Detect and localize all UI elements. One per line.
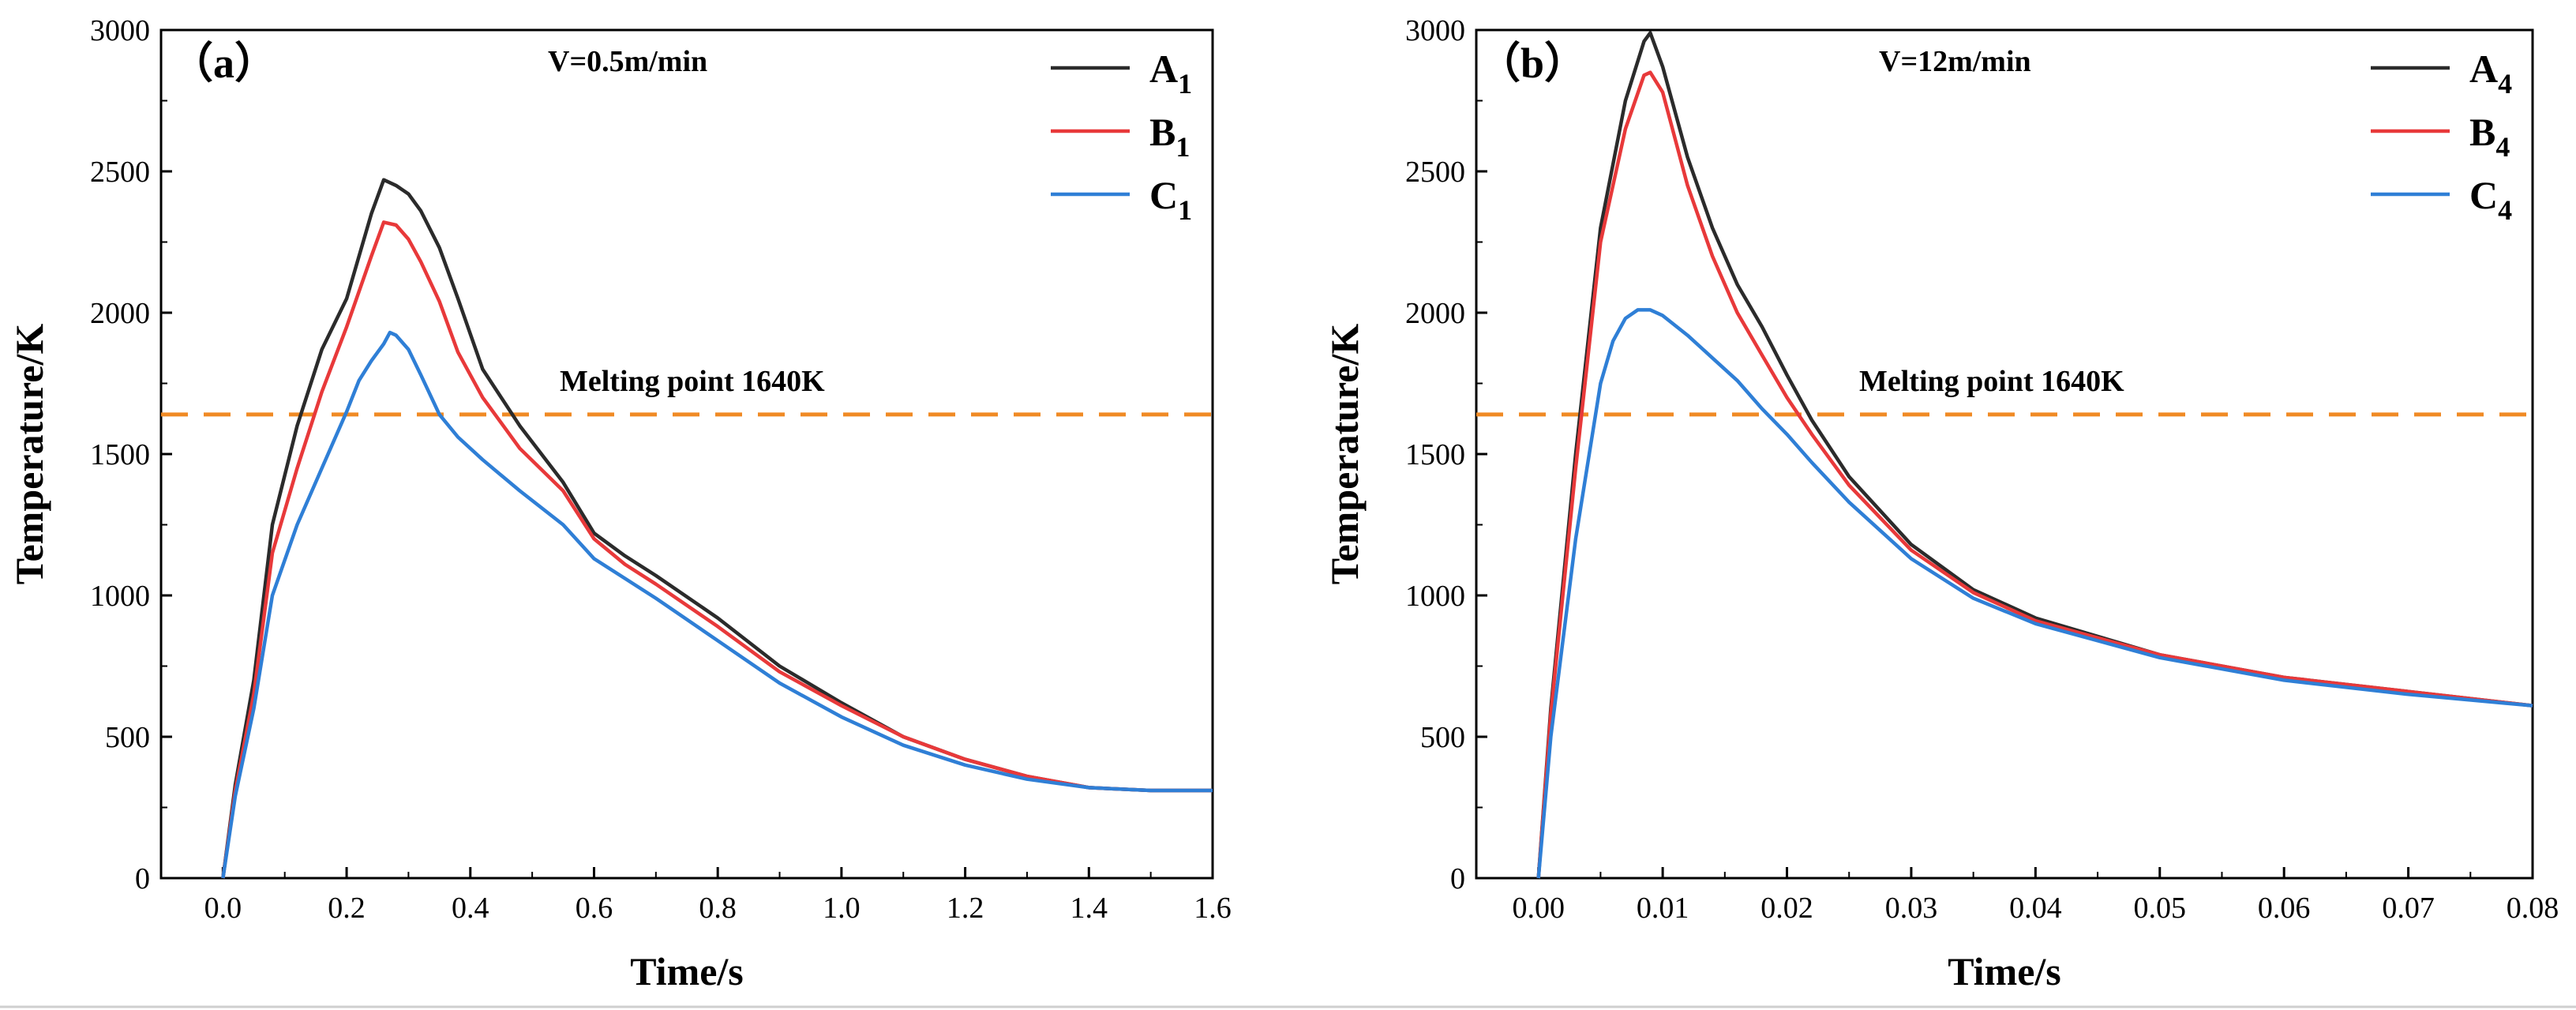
- melting-point-label: Melting point 1640K: [560, 365, 825, 398]
- x-tick-label: 0.05: [2134, 892, 2187, 925]
- y-axis-title: Temperature/K: [7, 324, 51, 585]
- x-tick-label: 0.08: [2507, 892, 2559, 925]
- series-line-a1: [221, 178, 1213, 879]
- legend-name: B: [2469, 110, 2495, 154]
- legend-entry: B4: [2469, 110, 2510, 163]
- legend-subscript: 1: [1176, 131, 1190, 163]
- y-tick-label: 0: [135, 862, 150, 895]
- y-tick-label: 1500: [90, 438, 150, 471]
- series-line-a4: [1536, 31, 2533, 879]
- x-tick-label: 1.2: [947, 892, 984, 925]
- legend-subscript: 1: [1178, 68, 1192, 99]
- x-tick-label: 1.6: [1194, 892, 1232, 925]
- x-tick-label: 0.4: [452, 892, 489, 925]
- legend-subscript: 4: [2498, 194, 2512, 226]
- x-tick-label: 0.00: [1512, 892, 1565, 925]
- y-tick-label: 2500: [1405, 156, 1465, 189]
- x-tick-label: 0.02: [1760, 892, 1813, 925]
- series-line-b4: [1536, 70, 2533, 879]
- y-tick-label: 1000: [90, 580, 150, 613]
- y-tick-label: 1000: [1405, 580, 1465, 613]
- plot-frame: [159, 28, 1214, 880]
- legend-name: A: [2469, 47, 2498, 91]
- x-tick-label: 1.0: [823, 892, 861, 925]
- speed-annotation: V=0.5m/min: [548, 45, 707, 78]
- series-line-b1: [221, 220, 1213, 879]
- panel-label: （a）: [171, 39, 277, 87]
- x-tick-label: 0.8: [699, 892, 737, 925]
- series-line-c4: [1536, 308, 2533, 879]
- legend-name: A: [1149, 47, 1178, 91]
- y-axis-title: Temperature/K: [1322, 324, 1367, 585]
- y-tick-label: 500: [105, 721, 150, 754]
- legend-subscript: 4: [2498, 68, 2512, 99]
- legend-name: B: [1149, 110, 1176, 154]
- legend-entry: C1: [1149, 173, 1192, 226]
- x-tick-label: 0.2: [328, 892, 366, 925]
- panel-label: （b）: [1478, 39, 1587, 87]
- x-tick-label: 0.01: [1637, 892, 1689, 925]
- x-tick-label: 0.06: [2258, 892, 2311, 925]
- legend-subscript: 4: [2495, 131, 2510, 163]
- y-tick-label: 3000: [1405, 14, 1465, 47]
- y-tick-label: 0: [1450, 862, 1465, 895]
- y-tick-label: 3000: [90, 14, 150, 47]
- x-tick-label: 0.04: [2009, 892, 2062, 925]
- x-tick-label: 0.03: [1885, 892, 1938, 925]
- melting-point-label: Melting point 1640K: [1859, 365, 2124, 398]
- legend-subscript: 1: [1178, 194, 1192, 226]
- legend-entry: A4: [2469, 47, 2512, 99]
- x-tick-label: 1.4: [1071, 892, 1108, 925]
- y-tick-label: 2500: [90, 156, 150, 189]
- x-axis-title: Time/s: [630, 949, 744, 993]
- legend-name: C: [2469, 173, 2498, 217]
- plot-frame: [1475, 28, 2534, 880]
- x-tick-label: 0.0: [204, 892, 242, 925]
- y-tick-label: 500: [1420, 721, 1465, 754]
- speed-annotation: V=12m/min: [1879, 45, 2031, 78]
- legend-name: C: [1149, 173, 1178, 217]
- chart-panel-a: 0 500 1000 1500 2000 2500 3000 0.0 0.2 0.4 0.6 0.8 1…: [7, 14, 1232, 993]
- legend-entry: B1: [1149, 110, 1190, 163]
- chart-panel-b: 0 500 1000 1500 2000 2500 3000 0.00 0.01 0.02 0.03…: [1322, 14, 2559, 993]
- y-tick-label: 2000: [1405, 297, 1465, 330]
- y-tick-label: 2000: [90, 297, 150, 330]
- x-axis-title: Time/s: [1948, 949, 2061, 993]
- legend-entry: A1: [1149, 47, 1192, 99]
- x-tick-label: 0.6: [576, 892, 613, 925]
- x-tick-label: 0.07: [2382, 892, 2435, 925]
- legend-entry: C4: [2469, 173, 2512, 226]
- series-line-c1: [221, 330, 1213, 879]
- y-tick-label: 1500: [1405, 438, 1465, 471]
